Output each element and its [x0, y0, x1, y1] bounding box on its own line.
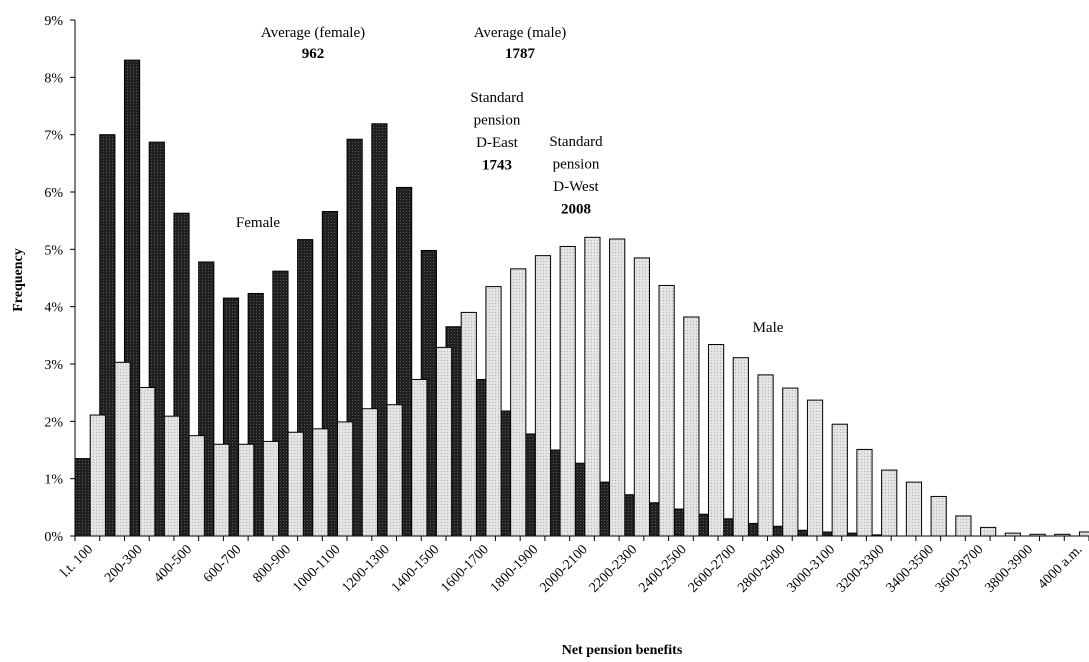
annotation-text: D-West [553, 179, 599, 195]
male-bar-5 [213, 443, 230, 537]
male-bar-24 [683, 316, 700, 537]
x-tick-label: 800-900 [250, 542, 294, 586]
male-bar-23 [658, 284, 675, 537]
annotation-average-male: Average (male) 1787 [474, 25, 567, 62]
annotation-text: pension [553, 157, 600, 173]
y-axis-title: Frequency [11, 248, 26, 312]
male-bar-13 [411, 378, 428, 537]
annotation-value: 2008 [561, 202, 591, 218]
x-tick-label: 3200-3300 [834, 542, 888, 596]
male-bar-1 [114, 361, 131, 537]
male-bar-32 [881, 469, 898, 537]
male-bar-11 [361, 408, 378, 537]
bars-group [74, 59, 1089, 537]
male-bar-8 [287, 431, 304, 537]
annotation-text: Male [753, 320, 784, 336]
x-tick-label: 600-700 [201, 542, 245, 586]
male-bar-34 [930, 495, 947, 537]
x-axis-title: Net pension benefits [562, 643, 683, 658]
male-bar-6 [238, 443, 255, 537]
annotation-text: D-East [476, 135, 518, 151]
y-tick-label: 5% [44, 243, 63, 258]
series-label-female: Female [236, 215, 280, 231]
annotation-standard-pension-west: Standard pension D-West 2008 [549, 134, 603, 218]
female-bar-0 [74, 458, 91, 537]
male-bar-29 [806, 399, 824, 537]
x-tick-label: 2400-2500 [636, 542, 690, 596]
annotation-text: Female [236, 215, 280, 231]
male-bar-20 [584, 236, 601, 537]
annotation-value: 962 [302, 46, 325, 62]
male-bar-3 [163, 415, 181, 537]
x-tick-label: 1600-1700 [438, 542, 492, 596]
annotation-text: Standard [470, 90, 524, 106]
male-bar-7 [262, 440, 280, 537]
annotation-average-female: Average (female) 962 [261, 25, 365, 62]
x-tick-label: 3800-3900 [982, 542, 1036, 596]
male-bar-27 [757, 374, 774, 537]
male-bar-12 [386, 404, 403, 537]
male-bar-33 [905, 481, 923, 537]
series-label-male: Male [753, 320, 784, 336]
y-tick-label: 7% [44, 129, 63, 144]
annotation-value: 1787 [505, 46, 536, 62]
y-tick-label: 9% [44, 14, 63, 29]
y-tick-label: 3% [44, 358, 63, 373]
male-bar-17 [510, 268, 527, 537]
male-bar-15 [460, 311, 477, 537]
x-tick-label: 4000 a.m. [1036, 542, 1086, 592]
annotation-text: pension [474, 113, 521, 129]
male-bar-28 [782, 387, 799, 537]
male-bar-26 [732, 357, 749, 537]
male-bar-40 [1078, 531, 1089, 537]
annotation-text: Average (female) [261, 25, 365, 41]
annotation-value: 1743 [482, 158, 512, 174]
male-bar-36 [980, 526, 997, 537]
x-tick-label: 3000-3100 [785, 542, 839, 596]
annotation-text: Standard [549, 134, 603, 150]
male-bar-2 [139, 387, 156, 537]
male-bar-21 [609, 238, 626, 537]
x-tick-label: 1000-1100 [290, 542, 343, 595]
male-bar-22 [633, 257, 650, 537]
x-tick-label: 2600-2700 [686, 542, 740, 596]
labels-group: Net pension benefits Frequency Average (fe… [11, 25, 784, 658]
x-tick-label: 2200-2300 [587, 542, 641, 596]
x-tick-label: 2000-2100 [537, 542, 591, 596]
x-tick-label: 1200-1300 [339, 542, 393, 596]
y-tick-label: 6% [44, 186, 63, 201]
male-bar-18 [534, 255, 552, 537]
male-bar-19 [559, 245, 576, 537]
y-tick-label: 0% [44, 530, 63, 545]
x-tick-label: 1800-1900 [488, 542, 542, 596]
male-bar-0 [89, 414, 106, 537]
x-tick-label: 200-300 [102, 542, 146, 586]
male-bar-9 [312, 428, 329, 537]
x-tick-label: l.t. 100 [58, 542, 96, 580]
male-bar-16 [485, 286, 502, 537]
y-tick-label: 8% [44, 71, 63, 86]
y-tick-label: 1% [44, 473, 63, 488]
annotation-text: Average (male) [474, 25, 567, 41]
male-bar-35 [955, 515, 972, 537]
male-bar-14 [435, 346, 453, 537]
male-bar-4 [188, 435, 205, 537]
y-tick-label: 2% [44, 415, 63, 430]
male-bar-30 [831, 423, 848, 537]
male-bar-31 [856, 448, 873, 537]
x-tick-label: 3600-3700 [933, 542, 987, 596]
x-tick-label: 3400-3500 [884, 542, 938, 596]
male-bar-10 [337, 421, 354, 537]
y-tick-label: 4% [44, 301, 63, 316]
male-bar-25 [707, 344, 725, 537]
x-tick-label: 1400-1500 [389, 542, 443, 596]
x-tick-label: 400-500 [152, 542, 196, 586]
x-tick-label: 2800-2900 [735, 542, 789, 596]
annotation-standard-pension-east: Standard pension D-East 1743 [470, 90, 524, 174]
